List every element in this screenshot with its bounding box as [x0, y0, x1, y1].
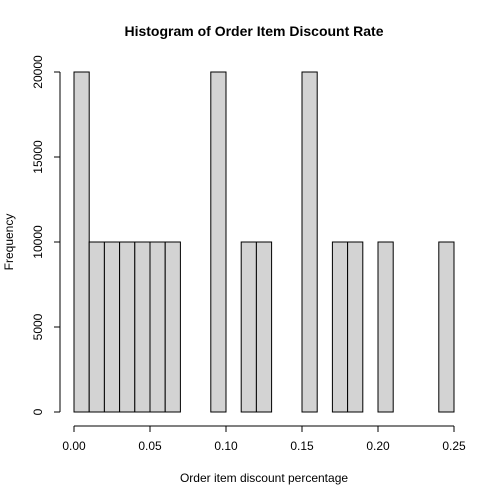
- histogram-bar: [88, 241, 105, 413]
- histogram-bar: [301, 71, 318, 413]
- y-tick-label: 5000: [31, 313, 45, 340]
- histogram-bar: [164, 241, 181, 413]
- histogram-bar: [73, 71, 90, 413]
- histogram-bar: [331, 241, 349, 413]
- y-tick-label: 20000: [31, 55, 45, 89]
- y-tick-label: 10000: [31, 225, 45, 259]
- histogram-bar: [103, 241, 121, 413]
- histogram-bar: [134, 241, 151, 413]
- x-tick-label: 0.20: [366, 439, 390, 453]
- histogram-bar: [377, 241, 394, 413]
- x-tick-label: 0.00: [62, 439, 86, 453]
- x-tick-label: 0.15: [290, 439, 314, 453]
- x-tick-label: 0.05: [138, 439, 162, 453]
- histogram-bar: [255, 241, 273, 413]
- x-tick-label: 0.25: [442, 439, 466, 453]
- histogram-bar: [347, 241, 364, 413]
- histogram-bar: [210, 71, 227, 413]
- bars-group: [73, 71, 455, 413]
- x-axis-label: Order item discount percentage: [180, 471, 348, 485]
- y-axis-label: Frequency: [2, 214, 16, 271]
- histogram-bar: [438, 241, 455, 413]
- x-axis: 0.00 0.05 0.10 0.15 0.20 0.25: [62, 425, 466, 453]
- histogram-bar: [119, 241, 136, 413]
- histogram-bar: [149, 241, 166, 413]
- x-tick-label: 0.10: [214, 439, 238, 453]
- y-tick-label: 15000: [31, 140, 45, 174]
- y-axis: 0 5000 10000 15000 20000: [31, 55, 61, 415]
- chart-title: Histogram of Order Item Discount Rate: [124, 23, 383, 39]
- y-tick-label: 0: [31, 408, 45, 415]
- histogram-bar: [240, 241, 257, 413]
